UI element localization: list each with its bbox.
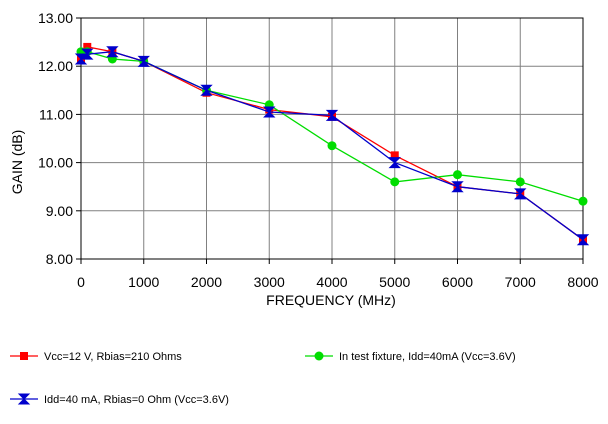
x-tick-label: 0: [77, 274, 85, 290]
y-tick-label: 12.00: [38, 58, 73, 74]
y-tick-label: 8.00: [46, 251, 73, 267]
data-point: [325, 109, 339, 121]
data-point: [390, 177, 400, 187]
data-point: [81, 48, 94, 60]
data-point: [388, 157, 401, 169]
y-tick-label: 9.00: [46, 203, 73, 219]
y-axis-ticks: 8.00 9.00 10.00 11.00 12.00 13.00: [38, 10, 81, 267]
y-tick-label: 10.00: [38, 155, 73, 171]
data-point: [200, 84, 213, 96]
series-3: [74, 46, 590, 246]
data-point: [514, 188, 527, 200]
legend-marker: [314, 351, 324, 361]
y-axis-title: GAIN (dB): [9, 130, 25, 195]
data-point: [83, 42, 92, 51]
y-tick-label: 11.00: [39, 106, 73, 122]
legend-entry: Vcc=12 V, Rbias=210 Ohms: [10, 351, 182, 363]
data-point: [263, 106, 276, 118]
x-tick-label: 5000: [379, 274, 410, 290]
legend: Vcc=12 V, Rbias=210 Ohms In test fixture,…: [10, 351, 516, 406]
legend-entry: In test fixture, Idd=40mA (Vcc=3.6V): [305, 351, 516, 363]
x-tick-label: 6000: [442, 274, 473, 290]
legend-entry: Idd=40 mA, Rbias=0 Ohm (Vcc=3.6V): [10, 393, 229, 406]
series-lines: [74, 42, 590, 246]
x-tick-label: 3000: [254, 274, 285, 290]
data-point: [390, 151, 399, 160]
x-tick-label: 7000: [505, 274, 536, 290]
x-axis-ticks: 0 1000 2000 3000 4000 5000 6000 7000 8000: [77, 259, 599, 290]
x-tick-label: 4000: [316, 274, 347, 290]
data-point: [453, 170, 462, 180]
legend-label: Vcc=12 V, Rbias=210 Ohms: [44, 351, 182, 363]
y-tick-label: 13.00: [38, 10, 73, 26]
data-point: [137, 55, 150, 67]
data-point: [106, 46, 119, 58]
data-point: [74, 53, 88, 65]
data-point: [576, 234, 590, 246]
legend-label: In test fixture, Idd=40mA (Vcc=3.6V): [339, 351, 516, 363]
legend-label: Idd=40 mA, Rbias=0 Ohm (Vcc=3.6V): [44, 394, 229, 406]
legend-marker: [20, 352, 28, 360]
data-point: [451, 181, 464, 193]
data-point: [515, 177, 525, 187]
data-point: [578, 196, 588, 206]
x-axis-title: FREQUENCY (MHz): [266, 292, 396, 308]
data-point: [327, 141, 337, 151]
grid: [80, 17, 584, 260]
x-tick-label: 8000: [567, 274, 598, 290]
x-tick-label: 2000: [191, 274, 222, 290]
x-tick-label: 1000: [128, 274, 159, 290]
legend-marker: [17, 393, 31, 405]
